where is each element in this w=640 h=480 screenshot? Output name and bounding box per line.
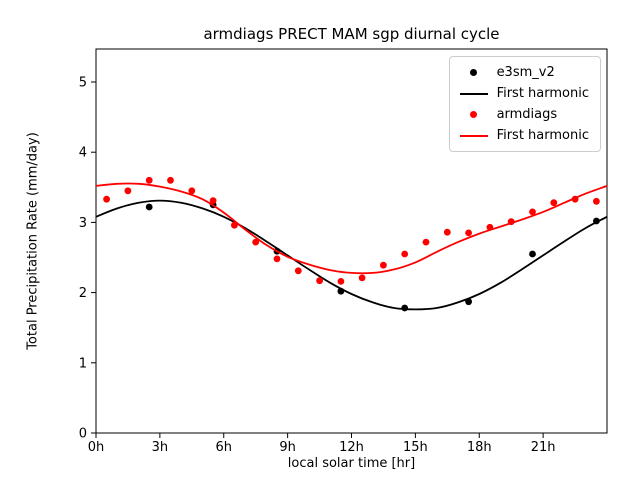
x-tick-label: 21h xyxy=(531,440,556,455)
legend-item-label: armdiags xyxy=(496,107,558,122)
data-point xyxy=(358,274,366,282)
y-tick-label: 4 xyxy=(79,146,87,161)
legend-line-marker-icon xyxy=(459,134,489,137)
legend-item-label: First harmonic xyxy=(496,86,589,101)
series-scatter-e3sm_v2 xyxy=(145,201,600,312)
data-point xyxy=(145,176,153,184)
legend-item: e3sm_v2 xyxy=(459,62,589,83)
data-point xyxy=(401,250,409,258)
data-point xyxy=(593,197,600,205)
x-axis-label: local solar time [hr] xyxy=(287,456,416,471)
data-point xyxy=(209,197,217,205)
legend-item-label: e3sm_v2 xyxy=(496,65,555,80)
y-tick-label: 1 xyxy=(79,356,87,371)
chart-title: armdiags PRECT MAM sgp diurnal cycle xyxy=(203,25,500,43)
y-tick-label: 5 xyxy=(79,75,87,90)
series-line-first-harmonic xyxy=(95,182,608,275)
data-point xyxy=(145,203,153,211)
x-tick-label: 15h xyxy=(403,440,428,455)
x-tick-label: 18h xyxy=(467,440,492,455)
y-axis-label: Total Precipitation Rate (mm/day) xyxy=(25,132,41,350)
data-point xyxy=(316,277,323,285)
legend: e3sm_v2 First harmonic armdiags First harmo… xyxy=(448,56,601,152)
marker-glyph xyxy=(459,134,488,137)
y-tick-label: 0 xyxy=(79,427,87,442)
legend-item-label: First harmonic xyxy=(496,128,589,143)
data-point xyxy=(401,304,409,312)
data-point xyxy=(337,278,345,285)
data-point xyxy=(231,221,238,229)
data-point xyxy=(273,255,281,263)
legend-line-marker-icon xyxy=(459,92,489,95)
marker-glyph xyxy=(459,92,488,95)
legend-item: armdiags xyxy=(459,104,589,125)
data-point xyxy=(252,238,260,246)
data-point xyxy=(124,187,132,195)
series-line-first-harmonic xyxy=(95,199,608,311)
data-point xyxy=(465,229,472,237)
legend-dot-marker-icon xyxy=(459,69,489,76)
series-scatter-armdiags xyxy=(103,176,600,285)
data-point xyxy=(529,208,536,216)
legend-item: First harmonic xyxy=(459,125,589,146)
x-tick-label: 0h xyxy=(88,440,105,455)
x-tick-label: 12h xyxy=(339,440,364,455)
marker-glyph xyxy=(470,69,478,76)
legend-item: First harmonic xyxy=(459,83,589,104)
x-tick-label: 6h xyxy=(215,440,232,455)
data-point xyxy=(294,267,302,275)
data-point xyxy=(188,187,196,195)
data-point xyxy=(380,261,387,269)
data-point xyxy=(422,238,430,246)
data-point xyxy=(550,199,558,207)
y-tick-label: 2 xyxy=(79,286,87,301)
x-tick-label: 9h xyxy=(279,440,296,455)
data-point xyxy=(103,195,110,203)
legend-dot-marker-icon xyxy=(459,111,489,118)
data-point xyxy=(443,228,451,236)
x-tick-label: 3h xyxy=(152,440,169,455)
marker-glyph xyxy=(470,111,478,118)
y-tick-label: 3 xyxy=(79,216,87,231)
data-point xyxy=(529,250,536,258)
data-point xyxy=(167,176,174,184)
